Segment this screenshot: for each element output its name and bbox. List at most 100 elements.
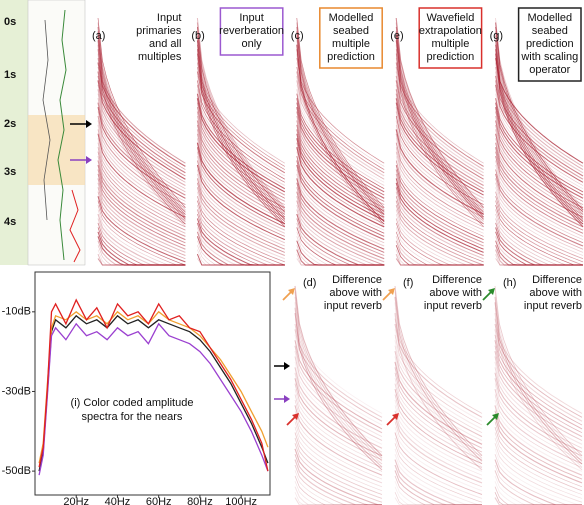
- seismic-event: [196, 102, 286, 196]
- seismic-event: [294, 313, 383, 471]
- panel-caption: Input: [239, 12, 263, 24]
- panel-caption: only: [242, 38, 263, 50]
- seismic-event: [97, 66, 186, 170]
- log-track: [0, 0, 28, 265]
- seismic-event: [495, 93, 584, 190]
- chart-annotation: spectra for the nears: [82, 411, 183, 423]
- seismic-event: [395, 98, 484, 193]
- seismic-event: [495, 49, 584, 225]
- seismic-event: [495, 40, 584, 220]
- seismic-event: [97, 147, 186, 228]
- caption-box: [319, 7, 383, 69]
- seismic-event: [494, 340, 583, 430]
- panel-caption: reverberation: [219, 25, 284, 37]
- seismic-event: [97, 196, 186, 263]
- seismic-event: [296, 17, 385, 208]
- seismic-event: [294, 345, 383, 434]
- seismic-event: [97, 173, 186, 247]
- seismic-event: [294, 475, 382, 505]
- seismic-event: [294, 334, 383, 426]
- seismic-event: [395, 164, 484, 241]
- seismic-event: [97, 258, 186, 266]
- seismic-event: [296, 160, 385, 237]
- seismic-event: [296, 93, 385, 190]
- panel-caption: Modelled: [527, 12, 572, 24]
- seismic-event: [296, 196, 385, 263]
- seismic-event: [394, 416, 483, 484]
- seismic-event: [495, 75, 584, 177]
- y-tick-label: -30dB: [2, 385, 31, 397]
- seismic-event: [296, 204, 385, 266]
- seismic-event: [494, 405, 583, 476]
- seismic-event: [395, 80, 484, 180]
- seismic-event: [296, 66, 385, 170]
- seismic-event: [494, 378, 583, 457]
- seismic-event: [395, 156, 484, 234]
- seismic-event: [495, 17, 584, 208]
- seismic-event: [294, 394, 383, 468]
- seismic-event: [395, 258, 484, 266]
- seismic-event: [296, 133, 385, 218]
- seismic-event: [296, 71, 385, 174]
- seismic-event: [395, 53, 484, 227]
- seismic-event: [495, 147, 584, 228]
- seismic-event: [394, 443, 483, 503]
- seismic-event: [294, 323, 383, 418]
- seismic-event: [394, 334, 483, 426]
- seismic-event: [296, 173, 385, 247]
- spectrum-line: [38, 322, 269, 476]
- arrowhead: [488, 288, 495, 295]
- seismic-event: [296, 258, 385, 266]
- arrowhead: [492, 413, 499, 420]
- time-label: 4s: [4, 216, 16, 228]
- seismic-event: [495, 66, 584, 171]
- arrowhead: [284, 395, 290, 403]
- seismic-event: [97, 80, 186, 180]
- time-label: 2s: [4, 118, 16, 130]
- seismic-event: [395, 62, 484, 167]
- seismic-panel: [296, 17, 385, 266]
- seismic-event: [494, 388, 583, 465]
- seismic-event: [197, 44, 286, 223]
- seismic-event: [495, 164, 584, 240]
- seismic-event: [294, 389, 383, 464]
- seismic-event: [296, 138, 385, 221]
- seismic-event: [494, 416, 583, 484]
- seismic-event: [294, 340, 383, 430]
- seismic-event: [197, 84, 285, 183]
- seismic-event: [296, 98, 385, 193]
- seismic-event: [196, 191, 285, 260]
- seismic-event: [196, 75, 286, 177]
- panel-caption: input reverb: [524, 300, 582, 312]
- seismic-event: [495, 187, 584, 256]
- seismic-event: [394, 340, 483, 430]
- seismic-event: [494, 291, 583, 459]
- seismic-event: [494, 459, 582, 505]
- seismic-event: [296, 53, 385, 227]
- panel-caption: Input: [157, 12, 181, 24]
- seismic-event: [97, 182, 186, 253]
- seismic-event: [196, 169, 285, 244]
- seismic-event: [196, 111, 286, 202]
- log-curve: [69, 189, 81, 263]
- seismic-event: [395, 245, 484, 266]
- seismic-event: [495, 22, 584, 211]
- seismic-event: [395, 31, 485, 216]
- seismic-event: [395, 71, 484, 174]
- seismic-event: [494, 285, 583, 456]
- seismic-event: [294, 383, 383, 461]
- seismic-event: [394, 296, 483, 462]
- seismic-event: [97, 249, 186, 266]
- panel-caption: above with: [329, 287, 382, 299]
- panel-label: (f): [403, 277, 413, 289]
- caption-box: [418, 7, 483, 69]
- panel-caption: prediction: [427, 51, 475, 63]
- seismic-event: [494, 383, 583, 461]
- seismic-event: [495, 124, 584, 212]
- seismic-event: [196, 155, 286, 234]
- seismic-event: [97, 253, 186, 266]
- seismic-event: [495, 80, 584, 180]
- seismic-event: [495, 89, 584, 186]
- seismic-event: [395, 151, 484, 231]
- arrowhead: [288, 288, 295, 295]
